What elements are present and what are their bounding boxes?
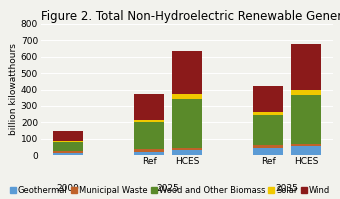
Bar xyxy=(172,95,202,99)
Text: 2035: 2035 xyxy=(276,184,299,193)
Bar xyxy=(172,51,202,95)
Bar xyxy=(134,120,164,122)
Bar xyxy=(53,141,83,142)
Bar xyxy=(172,150,202,155)
Bar xyxy=(134,149,164,152)
Bar xyxy=(291,144,321,146)
Bar xyxy=(53,151,83,153)
Bar xyxy=(172,99,202,148)
Bar xyxy=(134,95,164,120)
Bar xyxy=(53,131,83,141)
Bar xyxy=(134,122,164,149)
Bar xyxy=(53,153,83,155)
Bar xyxy=(134,152,164,155)
Bar xyxy=(253,145,283,148)
Bar xyxy=(253,115,283,145)
Legend: Geothermal, Municipal Waste, Wood and Other Biomass, Solar, Wind: Geothermal, Municipal Waste, Wood and Ot… xyxy=(10,186,330,195)
Text: 2009: 2009 xyxy=(56,184,79,193)
Bar xyxy=(53,142,83,151)
Bar xyxy=(253,112,283,115)
Bar xyxy=(291,44,321,90)
Text: Figure 2. Total Non-Hydroelectric Renewable Generation: Figure 2. Total Non-Hydroelectric Renewa… xyxy=(41,10,340,23)
Bar xyxy=(291,90,321,95)
Text: 2025: 2025 xyxy=(157,184,180,193)
Bar xyxy=(291,146,321,155)
Bar xyxy=(291,95,321,144)
Bar xyxy=(253,148,283,155)
Y-axis label: billion kilowatthours: billion kilowatthours xyxy=(9,44,18,136)
Bar xyxy=(172,148,202,150)
Bar xyxy=(253,86,283,112)
